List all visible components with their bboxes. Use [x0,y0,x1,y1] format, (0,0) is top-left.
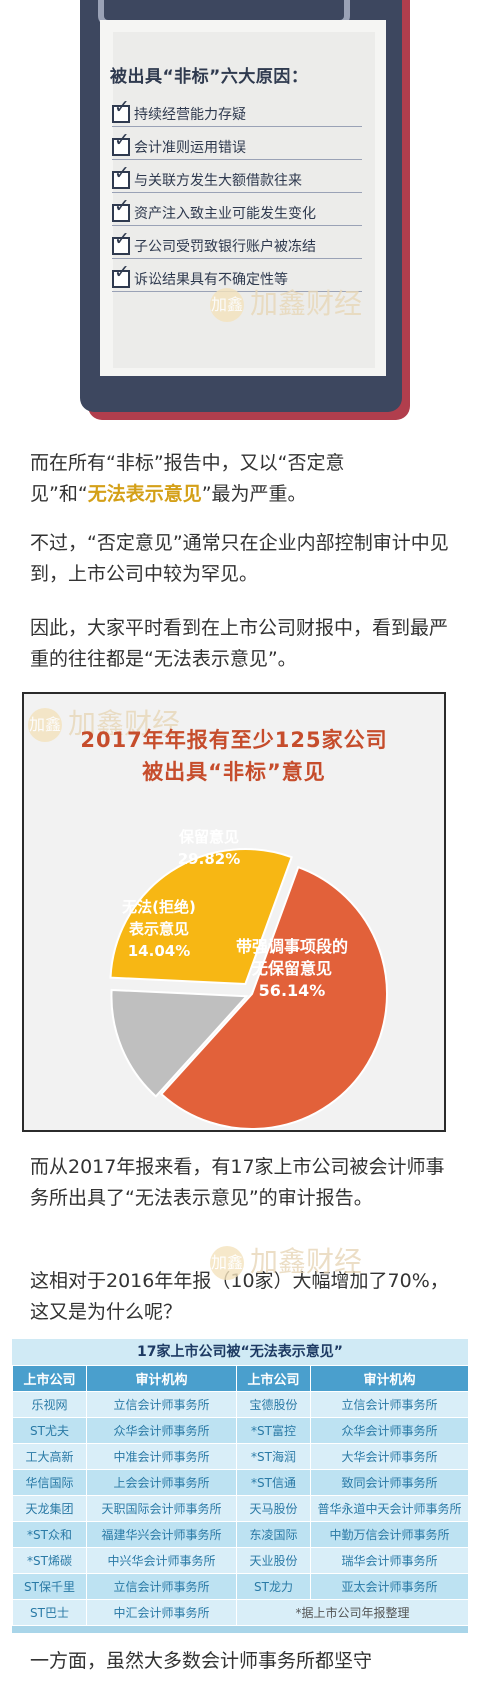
checkbox-icon [112,237,130,255]
chart-subtitle: 被出具“非标”意见 [142,760,326,784]
table-row: 华信国际 上会会计师事务所 *ST信通 致同会计师事务所 [12,1469,469,1496]
data-table: 17家上市公司被“无法表示意见” 上市公司 审计机构 上市公司 审计机构 乐视网 立信会… [12,1339,469,1633]
paragraph-3: 因此，大家平时看到在上市公司财报中，看到最严重的往往都是“无法表示意见”。 [30,617,449,670]
table-row: 工大高新 中准会计师事务所 *ST海润 大华会计师事务所 [12,1443,469,1470]
reason-item: ✓ 持续经营能力存疑 [112,96,362,127]
pie-slice [110,988,249,1098]
table: 上市公司 审计机构 上市公司 审计机构 乐视网 立信会计师事务所 宝德股份 立信会计师事务所… [12,1365,469,1626]
pie-slice [109,848,293,986]
table-title: 17家上市公司被“无法表示意见” [12,1339,468,1365]
table-row: 天龙集团 天职国际会计师事务所 天马股份 普华永道中天会计师事务所 [12,1495,469,1522]
checkbox-icon [112,105,130,123]
chart-title: 2017年年报有至少125家公司 [80,728,388,752]
checkbox-icon [112,204,130,222]
watermark: 加鑫 加鑫财经 [210,1245,363,1280]
paragraph-6: 一方面，虽然大多数会计师事务所都坚守 [30,1650,373,1672]
pie-slice-label: 29.82% [178,850,240,868]
table-row: *ST烯碳 中兴华会计师事务所 天业股份 瑞华会计师事务所 [12,1547,469,1574]
checkmark-icon: ✓ [114,228,130,250]
watermark-logo: 加鑫 [210,1246,244,1280]
pie-slice-label: 带强调事项段的 [236,937,348,956]
checkmark-icon: ✓ [114,261,130,283]
paragraph-2: 不过，“否定意见”通常只在企业内部控制审计中见到，上市公司中较为罕见。 [30,532,449,585]
pie-slice-label: 表示意见 [129,920,189,938]
checkmark-icon: ✓ [114,195,130,217]
clipboard-paper-inner [113,32,375,368]
checkbox-icon [112,171,130,189]
pie-slice-label: 无法(拒绝) [121,898,196,916]
clipboard-title: 被出具“非标”六大原因： [110,67,309,87]
table-row: *ST众和 福建华兴会计师事务所 东凌国际 中勤万信会计师事务所 [12,1521,469,1548]
checkbox-icon [112,270,130,288]
watermark: 加鑫 加鑫财经 [28,707,181,742]
reason-item: ✓ 资产注入致主业可能发生变化 [112,195,362,226]
watermark-logo: 加鑫 [28,708,62,742]
table-header-row: 上市公司 审计机构 上市公司 审计机构 [12,1365,469,1392]
table-source-note: *据上市公司年报整理 [236,1599,469,1626]
watermark-logo: 加鑫 [210,288,244,322]
table-row: ST保千里 立信会计师事务所 ST龙力 亚太会计师事务所 [12,1573,469,1600]
checkmark-icon: ✓ [114,96,130,118]
highlight-text: 无法表示意见 [87,483,202,505]
checkbox-icon [112,138,130,156]
table-row: 乐视网 立信会计师事务所 宝德股份 立信会计师事务所 [12,1391,469,1418]
pie-slice-label: 56.14% [259,981,326,1000]
reason-item: ✓ 子公司受罚致银行账户被冻结 [112,228,362,259]
checkmark-icon: ✓ [114,162,130,184]
table-row: ST巴士 中汇会计师事务所 *据上市公司年报整理 [12,1599,469,1626]
pie-chart-panel: 加鑫 加鑫财经 2017年年报有至少125家公司 被出具“非标”意见 带强调事项段… [22,692,446,1132]
pie-slice-label: 14.04% [128,942,190,960]
table-row: ST尤夫 众华会计师事务所 *ST富控 众华会计师事务所 [12,1417,469,1444]
reason-item: ✓ 与关联方发生大额借款往来 [112,162,362,193]
pie-slice-label: 无保留意见 [251,959,332,978]
paragraph-4: 而从2017年报来看，有17家上市公司被会计师事务所出具了“无法表示意见”的审计… [30,1156,445,1209]
paragraph-5: 这相对于2016年年报（10家）大幅增加了70%，这又是为什么呢？ [30,1270,449,1323]
watermark: 加鑫 加鑫财经 [210,287,363,322]
reason-item: ✓ 会计准则运用错误 [112,129,362,160]
pie-slice [159,865,388,1130]
paragraph-1: 而在所有“非标”报告中，又以“否定意 见”和“无法表示意见”最为严重。 [30,452,345,505]
pie-slice-label: 保留意见 [178,828,239,846]
checkmark-icon: ✓ [114,129,130,151]
